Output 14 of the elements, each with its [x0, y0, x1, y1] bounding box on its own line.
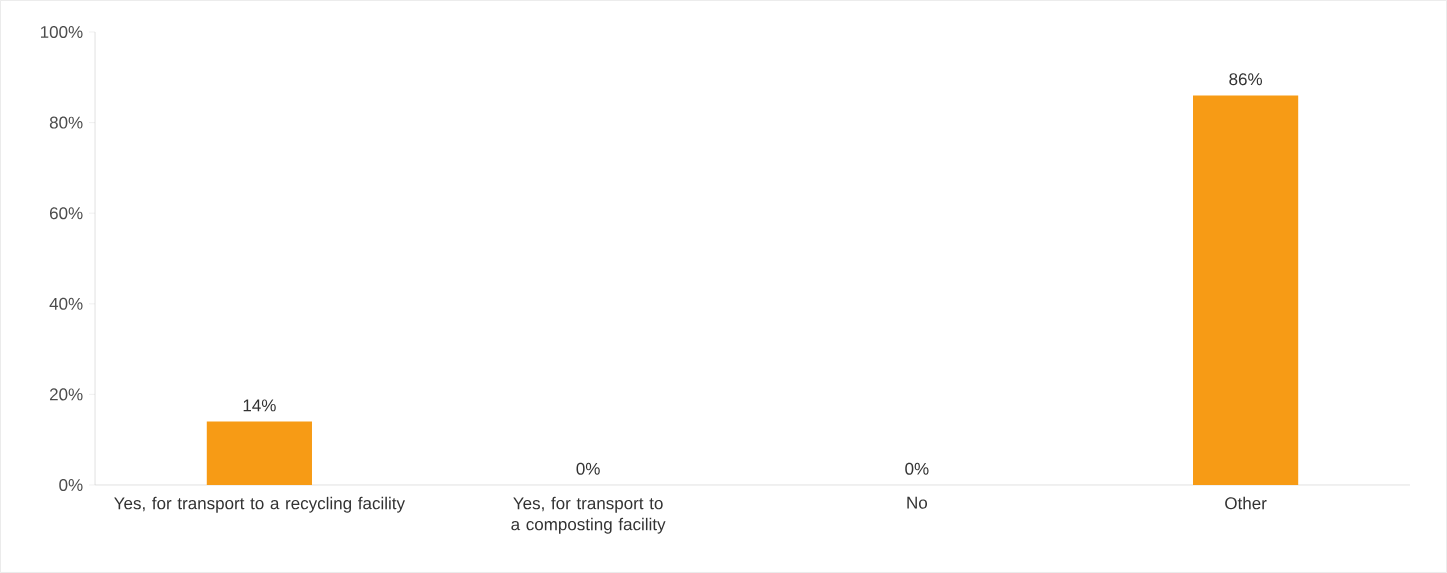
data-label: 0% — [576, 462, 600, 475]
x-tick-label: Other — [1225, 496, 1267, 510]
x-tick-label: No — [907, 496, 928, 509]
y-tick-label: 60% — [49, 207, 83, 220]
y-tick-label: 100% — [40, 25, 83, 39]
y-tick-label: 80% — [49, 116, 83, 129]
x-tick-label: Yes, for transport to a composting facility — [511, 496, 666, 534]
y-tick-label: 0% — [59, 478, 83, 492]
y-tick-label: 40% — [49, 297, 83, 310]
data-label: 0% — [905, 462, 929, 475]
data-label: 14% — [243, 399, 276, 412]
y-tick-label: 20% — [49, 388, 83, 401]
x-tick-label: Yes, for transport to a recycling facility — [114, 496, 405, 513]
data-label: 86% — [1229, 73, 1263, 86]
